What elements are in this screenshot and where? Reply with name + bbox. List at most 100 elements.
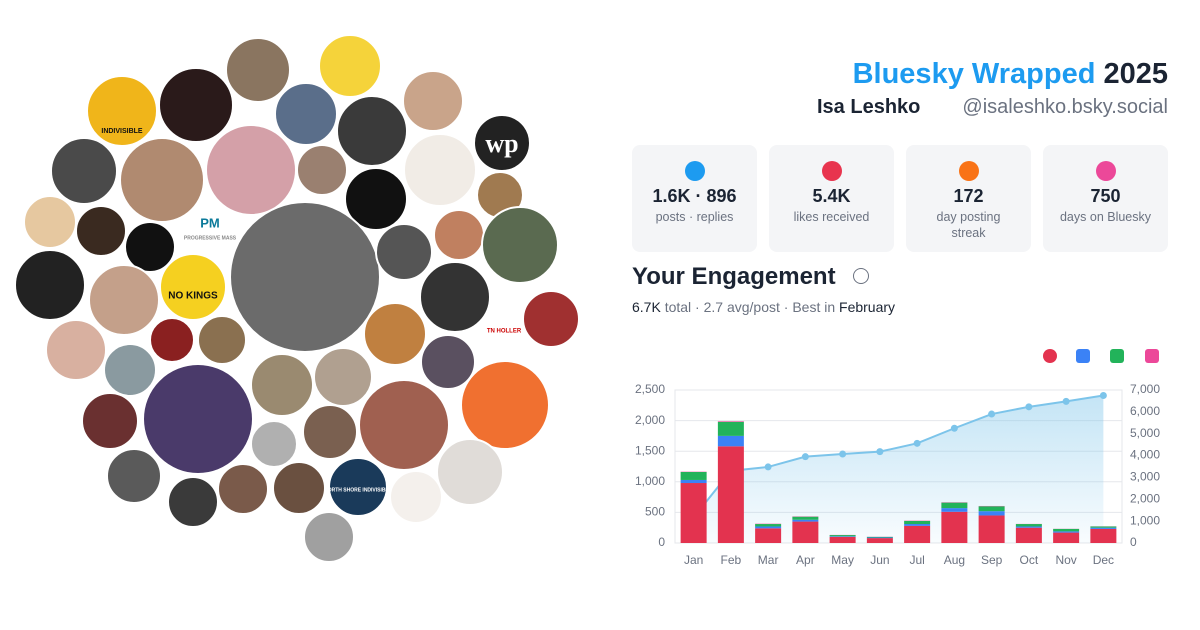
avatar <box>86 75 158 147</box>
avatar <box>363 302 427 366</box>
avatar <box>250 420 298 468</box>
bar-segment <box>866 538 893 543</box>
stat-icon <box>1096 161 1116 181</box>
avatar <box>402 70 464 132</box>
bar-segment <box>1090 528 1117 543</box>
avatar <box>303 511 355 563</box>
avatar-text: NORTH SHORE INDIVISIBLE <box>324 487 392 493</box>
avatar <box>433 209 485 261</box>
line-point <box>839 450 847 458</box>
avatar <box>403 133 477 207</box>
bar-segment <box>978 506 1005 512</box>
bar-segment <box>717 421 744 422</box>
bar-segment <box>941 508 968 512</box>
x-tick-label: Mar <box>758 553 779 567</box>
bar-segment <box>829 535 856 537</box>
stat-card: 5.4K likes received <box>769 145 894 252</box>
line-point <box>913 439 921 447</box>
x-tick-label: Nov <box>1055 553 1076 567</box>
bar-segment <box>829 536 856 543</box>
stat-icon <box>822 161 842 181</box>
avatar <box>420 334 476 390</box>
y2-tick-label: 4,000 <box>1130 448 1160 462</box>
bar-segment <box>717 435 744 447</box>
avatar <box>274 82 338 146</box>
bar-segment <box>680 479 707 484</box>
user-name: Isa Leshko <box>817 96 921 118</box>
bar-segment <box>829 536 856 537</box>
line-point <box>876 448 884 456</box>
avatar <box>313 347 373 407</box>
avatar <box>473 114 531 172</box>
bar-segment <box>680 483 707 543</box>
legend-icon <box>1145 349 1159 363</box>
avatar <box>119 137 205 223</box>
stat-card: 1.6K · 896 posts · replies <box>632 145 757 252</box>
bar-segment <box>1015 527 1042 543</box>
bar-segment <box>866 536 893 538</box>
x-tick-label: Jan <box>684 553 703 567</box>
avatar <box>106 448 162 504</box>
bar-segment <box>941 502 968 509</box>
avatar <box>75 205 127 257</box>
avatar <box>167 476 219 528</box>
bar-segment <box>755 524 782 527</box>
bar-segment <box>1090 526 1117 528</box>
avatar <box>318 34 382 98</box>
avatar <box>142 363 254 475</box>
y-tick-label: 1,500 <box>635 443 665 457</box>
bar-segment <box>1015 526 1042 528</box>
y2-tick-label: 5,000 <box>1130 426 1160 440</box>
line-point <box>1062 397 1070 405</box>
y2-tick-label: 6,000 <box>1130 404 1160 418</box>
x-tick-label: Dec <box>1093 553 1114 567</box>
stat-card: 750 days on Bluesky <box>1043 145 1168 252</box>
avatar <box>81 392 139 450</box>
avatar <box>272 461 326 515</box>
title-year: 2025 <box>1103 58 1168 90</box>
bar-segment <box>904 524 931 526</box>
avatar <box>389 470 443 524</box>
stat-value: 750 <box>1090 186 1121 206</box>
avatar <box>358 379 450 471</box>
stat-label: likes received <box>793 210 870 224</box>
x-tick-label: Jun <box>870 553 889 567</box>
avatar-text: TN HOLLER <box>487 329 522 335</box>
y-tick-label: 2,000 <box>635 413 665 427</box>
bar-segment <box>755 528 782 543</box>
avatar <box>419 261 491 333</box>
avatar <box>88 264 160 336</box>
avatar <box>229 201 381 353</box>
avatar-text: wp <box>485 129 518 158</box>
y-tick-label: 1,000 <box>635 474 665 488</box>
avatar <box>187 205 233 251</box>
info-icon[interactable] <box>853 268 869 284</box>
bar-segment <box>792 521 819 543</box>
summary-best: February <box>839 299 896 315</box>
avatar <box>302 404 358 460</box>
stat-card: 172 day posting streak <box>906 145 1031 252</box>
title-brand: Bluesky Wrapped <box>852 58 1096 90</box>
avatar-text: INDIVISIBLE <box>101 128 143 135</box>
bar-segment <box>1090 527 1117 529</box>
stat-value: 5.4K <box>812 186 851 206</box>
bar-segment <box>978 515 1005 543</box>
bar-segment <box>904 525 931 543</box>
line-point <box>1099 391 1107 399</box>
avatar <box>197 315 247 365</box>
y2-tick-label: 0 <box>1130 535 1137 549</box>
bar-segment <box>1053 528 1080 532</box>
avatar <box>124 221 176 273</box>
avatar <box>522 290 580 348</box>
bar-segment <box>680 472 707 480</box>
bar-segment <box>1053 532 1080 543</box>
y2-tick-label: 2,000 <box>1130 491 1160 505</box>
legend-icon <box>1076 349 1090 363</box>
bar-segment <box>755 526 782 529</box>
stat-label: posts · replies <box>655 210 734 224</box>
bar-segment <box>717 446 744 543</box>
x-tick-label: Jul <box>909 553 924 567</box>
line-point <box>801 453 809 461</box>
summary-total: 6.7K <box>632 299 661 315</box>
